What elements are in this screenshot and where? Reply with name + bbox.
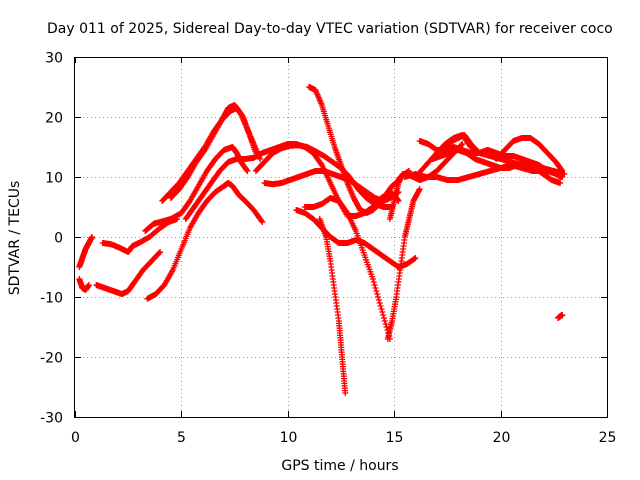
data-point <box>380 312 387 318</box>
y-tick-label: -10 <box>40 291 63 307</box>
data-point <box>381 315 387 321</box>
data-point <box>374 291 381 297</box>
x-tick-label: 20 <box>493 430 511 446</box>
y-tick-label: 20 <box>45 111 63 127</box>
plot-frame <box>74 57 608 418</box>
data-point <box>459 141 466 147</box>
tick-labels: 0 5 10 15 20 25 -30 -20 -10 0 10 20 30 <box>40 51 616 447</box>
data-point <box>373 288 380 294</box>
data-points <box>76 84 568 396</box>
series-s22 <box>429 147 564 186</box>
data-point <box>557 180 564 186</box>
data-point <box>243 167 250 174</box>
y-axis-label: SDTVAR / TECUs <box>7 181 23 296</box>
data-point <box>375 297 382 303</box>
data-point <box>259 219 266 225</box>
data-point <box>244 168 251 174</box>
y-tick-label: 10 <box>45 171 63 187</box>
x-tick-label: 5 <box>177 430 186 446</box>
data-point <box>157 249 164 255</box>
x-tick-label: 0 <box>71 430 80 446</box>
series-s2 <box>76 276 92 293</box>
y-tick-label: 0 <box>54 231 63 247</box>
data-point <box>258 217 265 224</box>
data-point <box>379 309 386 315</box>
y-tick-label: 30 <box>45 51 63 67</box>
y-tick-label: -30 <box>40 411 63 427</box>
series-s1 <box>76 234 95 270</box>
data-point <box>89 234 95 240</box>
data-point <box>378 306 385 312</box>
x-tick-label: 10 <box>280 430 298 446</box>
series-s16 <box>384 186 423 342</box>
data-point <box>559 168 566 174</box>
data-point <box>370 279 377 285</box>
x-tick-label: 15 <box>386 430 404 446</box>
chart-title: Day 011 of 2025, Sidereal Day-to-day VTE… <box>47 21 613 37</box>
data-point <box>372 285 379 291</box>
grid-lines <box>75 57 607 417</box>
data-point <box>559 312 566 318</box>
data-point <box>85 282 92 288</box>
data-point <box>369 276 376 282</box>
data-point <box>412 255 419 261</box>
series-s14 <box>301 195 393 342</box>
data-point <box>382 321 389 327</box>
y-tick-label: -20 <box>40 351 63 367</box>
data-point <box>559 174 566 180</box>
data-point <box>416 186 423 192</box>
x-tick-label: 25 <box>599 430 617 446</box>
x-axis-label: GPS time / hours <box>281 458 398 474</box>
series-s5 <box>144 180 266 302</box>
series-s15 <box>316 216 349 396</box>
data-point <box>342 390 349 396</box>
series-s4 <box>93 249 164 297</box>
data-point <box>377 303 384 309</box>
series-s23 <box>555 312 566 321</box>
data-point <box>376 300 383 306</box>
data-point <box>156 249 163 256</box>
data-point <box>371 282 378 288</box>
data-point <box>381 318 388 324</box>
series-s8 <box>167 102 264 201</box>
data-point <box>375 294 381 300</box>
